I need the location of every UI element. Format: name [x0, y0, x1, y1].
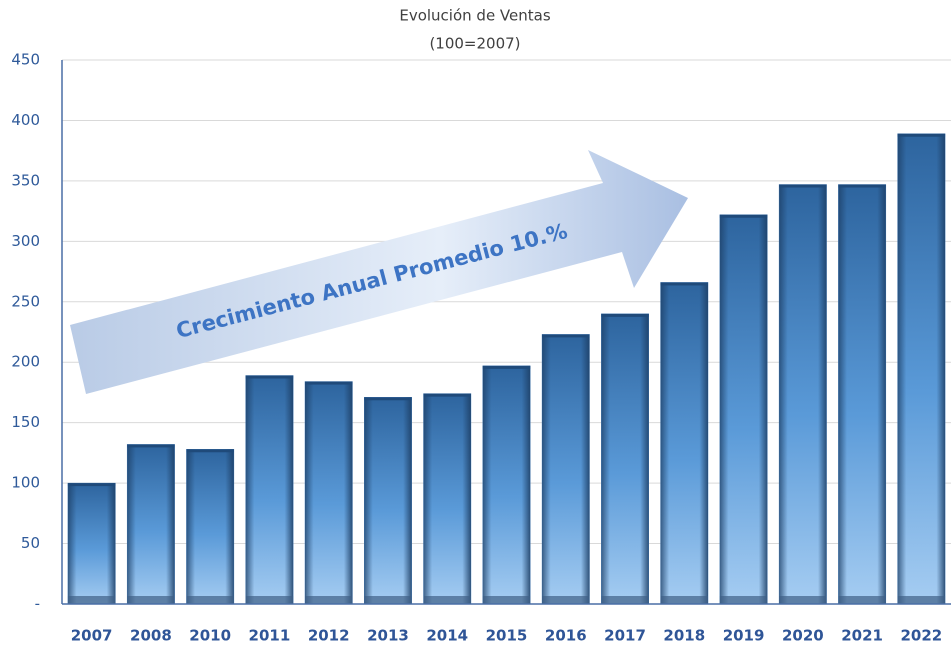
bar-shade [482, 365, 531, 604]
bar-base [304, 596, 353, 604]
x-tick-label: 2017 [604, 627, 646, 645]
bar-shade [423, 393, 471, 604]
y-tick-label: 250 [11, 292, 40, 310]
bar-base [482, 596, 531, 604]
y-tick-label: - [35, 595, 40, 613]
bar-cap [364, 397, 412, 401]
bar-cap [897, 133, 946, 137]
x-tick-label: 2019 [723, 627, 765, 645]
bar-shade [127, 444, 175, 604]
y-tick-label: 200 [11, 353, 40, 371]
chart-subtitle: (100=2007) [429, 35, 520, 53]
x-tick-label: 2022 [900, 627, 942, 645]
bar-cap [660, 282, 709, 286]
bar-shade [67, 483, 116, 604]
bar-cap [423, 393, 471, 397]
bar-base [67, 596, 116, 604]
bar-shade [838, 184, 886, 604]
bar-cap [542, 334, 590, 338]
bar-cap [127, 444, 175, 448]
x-tick-label: 2016 [545, 627, 587, 645]
x-tick-label: 2014 [426, 627, 468, 645]
x-tick-label: 2013 [367, 627, 409, 645]
x-tick-label: 2007 [71, 627, 113, 645]
bar-cap [186, 449, 234, 453]
bar-cap [304, 381, 353, 385]
x-tick-label: 2020 [782, 627, 824, 645]
bar-shade [542, 334, 590, 604]
trend-arrow [70, 150, 688, 394]
bar-base [127, 596, 175, 604]
bar-shade [601, 313, 649, 604]
bar-shade [304, 381, 353, 604]
bar-cap [245, 375, 294, 379]
bar-base [838, 596, 886, 604]
y-tick-label: 150 [11, 413, 40, 431]
bar-base [542, 596, 590, 604]
bar-base [601, 596, 649, 604]
bar-base [719, 596, 768, 604]
bar-cap [67, 483, 116, 487]
y-tick-label: 350 [11, 171, 40, 189]
bar-base [245, 596, 294, 604]
bar-cap [601, 313, 649, 317]
x-tick-label: 2021 [841, 627, 883, 645]
y-tick-label: 50 [21, 534, 40, 552]
bar-base [779, 596, 827, 604]
chart-title: Evolución de Ventas [399, 7, 550, 25]
x-tick-label: 2015 [486, 627, 528, 645]
x-tick-label: 2012 [308, 627, 350, 645]
bar-base [364, 596, 412, 604]
x-tick-label: 2010 [189, 627, 231, 645]
x-tick-label: 2018 [663, 627, 705, 645]
bar-cap [719, 214, 768, 218]
bar-base [186, 596, 234, 604]
bar-base [423, 596, 471, 604]
bar-shade [897, 133, 946, 604]
bar-shade [245, 375, 294, 604]
bar-base [660, 596, 709, 604]
bar-shade [186, 449, 234, 604]
bar-shade [660, 282, 709, 604]
bar-shade [719, 214, 768, 604]
x-tick-label: 2011 [249, 627, 291, 645]
y-tick-label: 100 [11, 474, 40, 492]
bar-cap [482, 365, 531, 369]
y-tick-label: 400 [11, 111, 40, 129]
y-tick-label: 450 [11, 51, 40, 69]
bar-base [897, 596, 946, 604]
bar-shade [779, 184, 827, 604]
bar-cap [779, 184, 827, 188]
y-tick-label: 300 [11, 232, 40, 250]
x-tick-label: 2008 [130, 627, 172, 645]
bar-cap [838, 184, 886, 188]
bar-shade [364, 397, 412, 604]
